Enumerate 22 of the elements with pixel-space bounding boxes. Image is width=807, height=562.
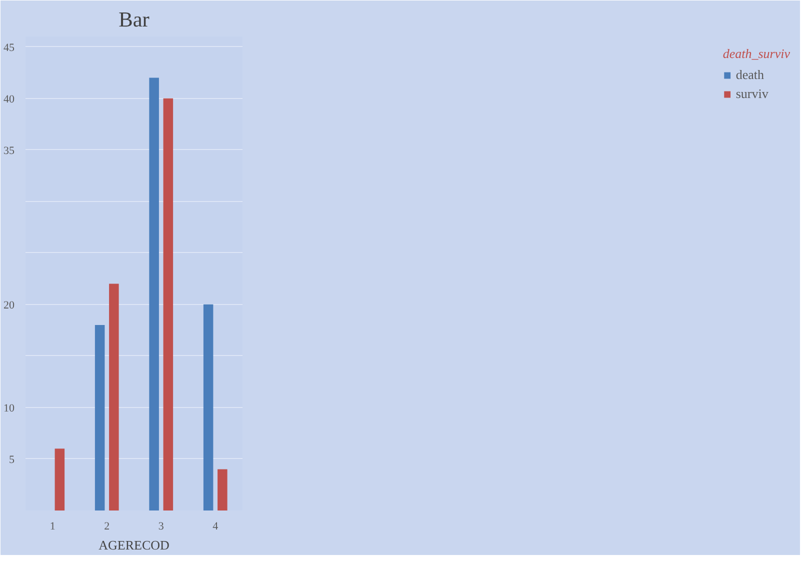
x-tick-label: 3 [158, 520, 164, 532]
y-tick-label: 35 [4, 144, 15, 157]
y-tick-label: 45 [4, 42, 15, 54]
x-tick-label: 1 [50, 520, 56, 532]
y-tick-label: 10 [4, 402, 15, 414]
bar [218, 469, 228, 510]
y-tick-label: 5 [9, 454, 15, 466]
bar [54, 448, 65, 510]
bar [94, 325, 105, 510]
y-tick-label: 40 [4, 93, 15, 106]
legend-label: surviv [736, 86, 768, 102]
bar [109, 284, 119, 510]
y-tick-label: 20 [4, 299, 15, 312]
bar [163, 98, 174, 510]
legend-label: death [736, 67, 764, 83]
bar [203, 304, 214, 510]
x-axis-title: AGERECOD [98, 538, 170, 552]
x-tick-label: 4 [212, 520, 219, 532]
bar [149, 78, 159, 510]
chart-title: Bar [118, 8, 150, 32]
legend-title: death_surviv [722, 46, 790, 62]
x-tick-label: 2 [104, 520, 110, 532]
